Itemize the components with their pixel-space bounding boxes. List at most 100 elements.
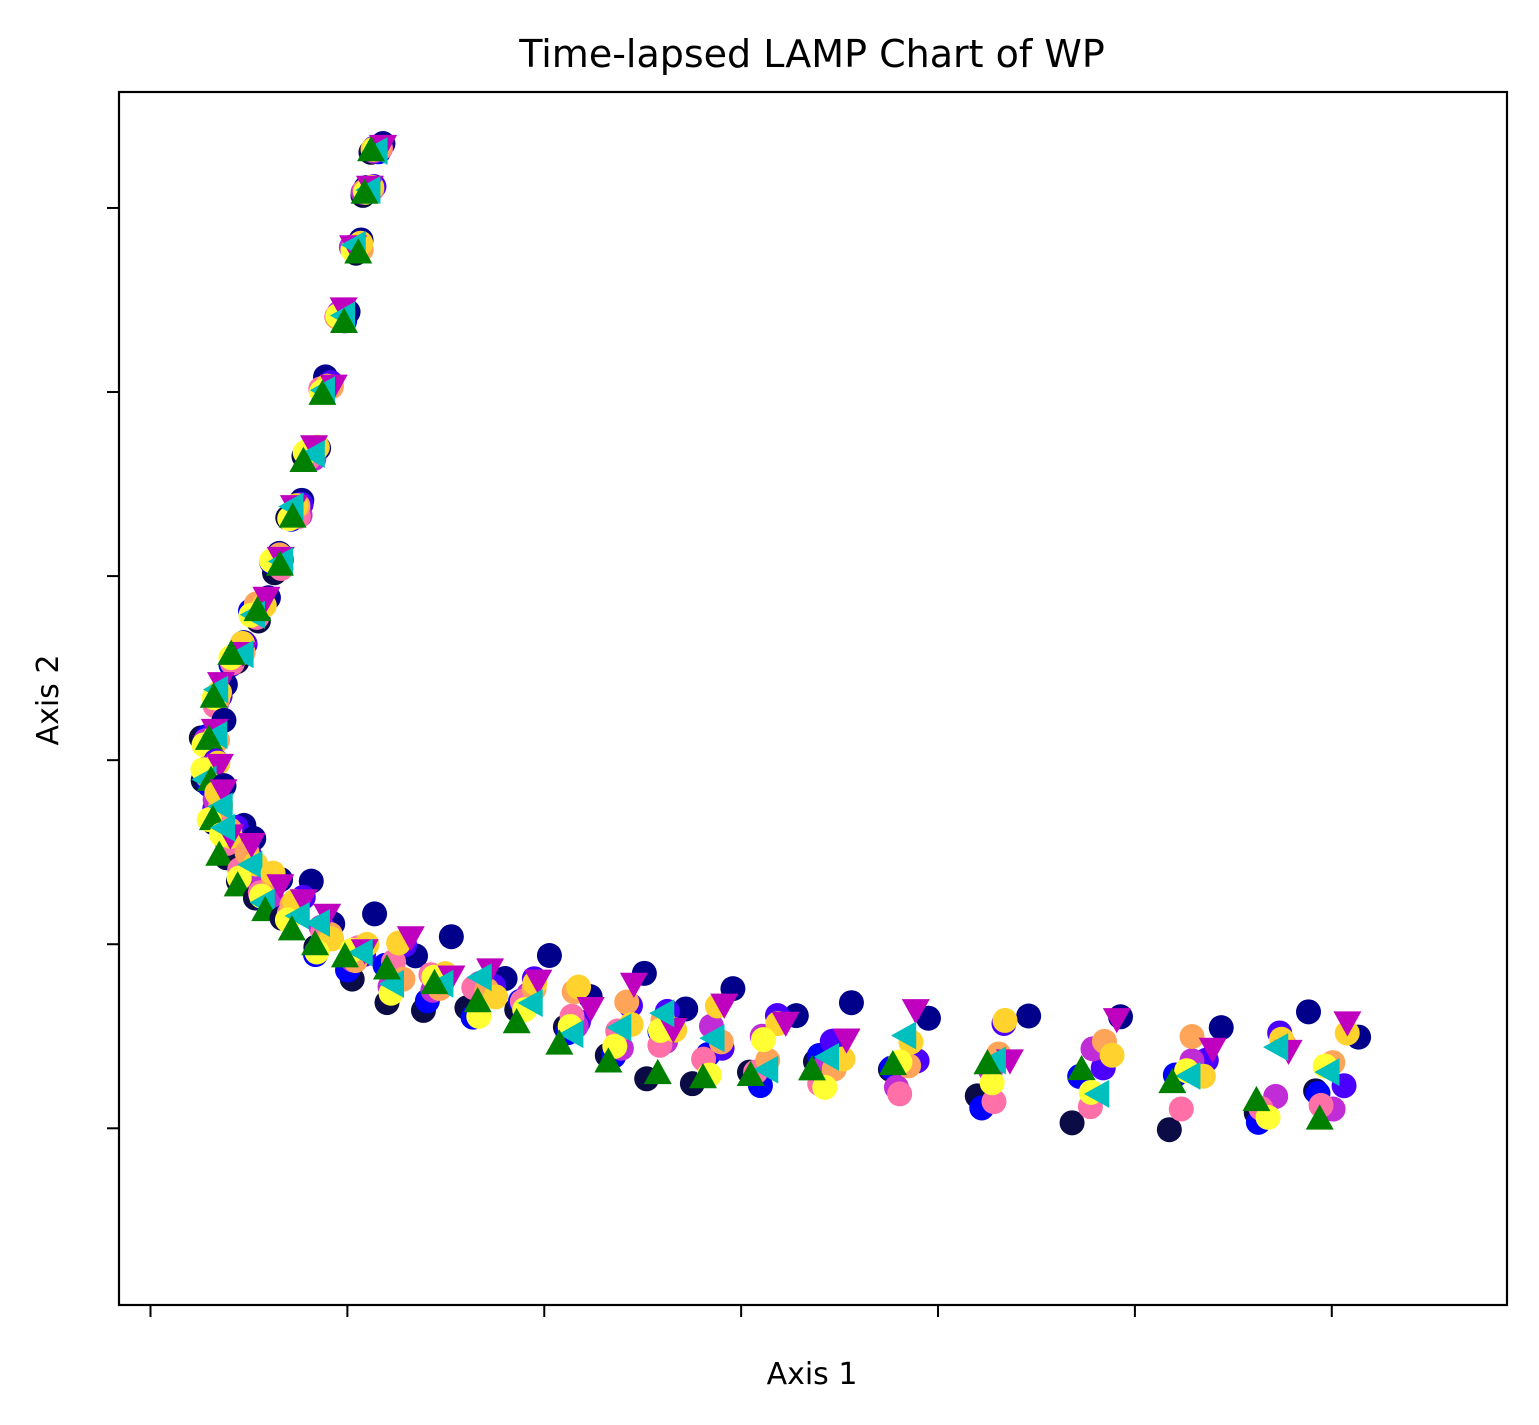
- data-point-triangle-down: [524, 969, 553, 995]
- data-point-triangle-left: [606, 1013, 632, 1042]
- data-point-triangle-left: [1314, 1058, 1340, 1087]
- data-point-triangle-left: [813, 1042, 840, 1071]
- data-point-circle: [483, 984, 509, 1010]
- data-point-circle: [1296, 999, 1322, 1025]
- data-point-circle: [362, 901, 388, 927]
- data-point-triangle-left: [1084, 1079, 1110, 1108]
- data-point-triangle-down: [209, 779, 238, 805]
- data-point-triangle-up: [344, 238, 373, 264]
- data-point-circle: [1255, 1104, 1281, 1130]
- data-point-triangle-left: [891, 1021, 917, 1050]
- data-point-triangle-up: [420, 968, 449, 995]
- data-point-triangle-down: [237, 833, 266, 859]
- data-point-triangle-down: [1198, 1037, 1227, 1063]
- data-point-triangle-left: [202, 720, 228, 749]
- data-point-triangle-left: [237, 850, 263, 879]
- data-point-triangle-up: [278, 502, 307, 528]
- x-axis-ticks: [149, 1305, 1333, 1317]
- data-point-triangle-up: [973, 1049, 1002, 1075]
- data-point-circle: [981, 1089, 1007, 1115]
- data-point-triangle-down: [619, 972, 648, 998]
- data-point-triangle-down: [1333, 1011, 1362, 1037]
- data-point-triangle-up: [372, 954, 401, 980]
- data-point-circle: [1179, 1024, 1205, 1050]
- data-point-triangle-down: [205, 753, 234, 780]
- data-point-triangle-down: [396, 926, 425, 952]
- data-point-circle: [1059, 1110, 1085, 1136]
- data-point-triangle-down: [1102, 1008, 1131, 1034]
- data-point-triangle-up: [643, 1058, 672, 1085]
- plot-area: [188, 131, 1372, 1143]
- data-point-triangle-up: [545, 1029, 574, 1055]
- data-point-triangle-down: [289, 889, 318, 915]
- data-point-triangle-up: [357, 136, 386, 162]
- data-point-triangle-down: [771, 1011, 800, 1037]
- data-point-triangle-up: [736, 1060, 765, 1087]
- data-point-triangle-up: [194, 724, 223, 750]
- data-point-circle: [1208, 1015, 1234, 1041]
- data-point-triangle-up: [205, 840, 234, 866]
- data-point-circle: [438, 924, 464, 950]
- data-point-triangle-left: [304, 909, 330, 938]
- data-point-triangle-up: [265, 550, 294, 576]
- data-point-triangle-left: [209, 813, 236, 842]
- data-point-triangle-up: [223, 871, 252, 897]
- data-point-triangle-left: [347, 938, 373, 967]
- data-point-triangle-up: [1158, 1067, 1187, 1094]
- data-point-triangle-up: [878, 1049, 907, 1076]
- data-point-triangle-left: [466, 963, 492, 992]
- data-point-triangle-left: [699, 1024, 725, 1053]
- data-point-circle: [673, 996, 699, 1022]
- data-point-triangle-down: [710, 993, 739, 1019]
- data-point-triangle-left: [649, 999, 675, 1028]
- data-point-triangle-up: [798, 1055, 827, 1081]
- data-point-circle: [838, 990, 864, 1016]
- y-axis-label: Axis 2: [31, 655, 66, 746]
- data-point-triangle-down: [576, 997, 605, 1023]
- y-axis-ticks: [107, 206, 119, 1130]
- data-point-triangle-up: [594, 1047, 623, 1073]
- data-point-circle: [992, 1007, 1018, 1033]
- data-point-triangle-up: [463, 986, 492, 1013]
- data-point-triangle-down: [266, 874, 295, 900]
- data-point-circle: [750, 1027, 776, 1053]
- data-point-triangle-up: [1305, 1104, 1334, 1130]
- data-point-circle: [887, 1081, 913, 1107]
- data-point-triangle-up: [1242, 1085, 1271, 1112]
- data-point-triangle-left: [517, 989, 543, 1018]
- data-point-triangle-up: [289, 446, 318, 472]
- data-point-circle: [566, 974, 592, 1000]
- data-point-triangle-up: [502, 1007, 531, 1034]
- data-point-triangle-up: [330, 942, 359, 968]
- data-point-circle: [812, 1074, 838, 1100]
- data-point-triangle-up: [1067, 1054, 1096, 1081]
- chart-title: Time-lapsed LAMP Chart of WP: [518, 32, 1105, 76]
- data-point-triangle-up: [350, 178, 379, 204]
- data-point-circle: [536, 943, 562, 969]
- data-point-triangle-down: [252, 586, 281, 613]
- data-point-triangle-down: [659, 1018, 688, 1044]
- data-point-triangle-left: [284, 901, 310, 930]
- data-point-triangle-up: [199, 682, 228, 708]
- data-point-triangle-up: [217, 639, 246, 665]
- data-point-circle: [1156, 1117, 1182, 1143]
- data-point-triangle-up: [301, 930, 330, 956]
- x-axis-label: Axis 1: [767, 1357, 858, 1392]
- data-point-triangle-left: [1175, 1061, 1201, 1090]
- data-point-circle: [1099, 1042, 1125, 1068]
- data-point-triangle-up: [330, 307, 359, 334]
- data-point-triangle-down: [901, 999, 930, 1025]
- data-point-circle: [1168, 1096, 1194, 1122]
- data-point-triangle-left: [299, 440, 325, 469]
- data-point-circle: [979, 1070, 1005, 1096]
- data-point-triangle-left: [207, 792, 233, 821]
- plot-frame: [117, 90, 1509, 1307]
- data-point-triangle-up: [688, 1063, 717, 1089]
- data-point-triangle-left: [1263, 1033, 1289, 1062]
- data-point-triangle-up: [243, 595, 272, 622]
- data-point-triangle-down: [832, 1028, 861, 1054]
- data-point-triangle-left: [228, 640, 254, 669]
- data-point-circle: [1308, 1092, 1334, 1118]
- data-point-triangle-up: [308, 379, 337, 405]
